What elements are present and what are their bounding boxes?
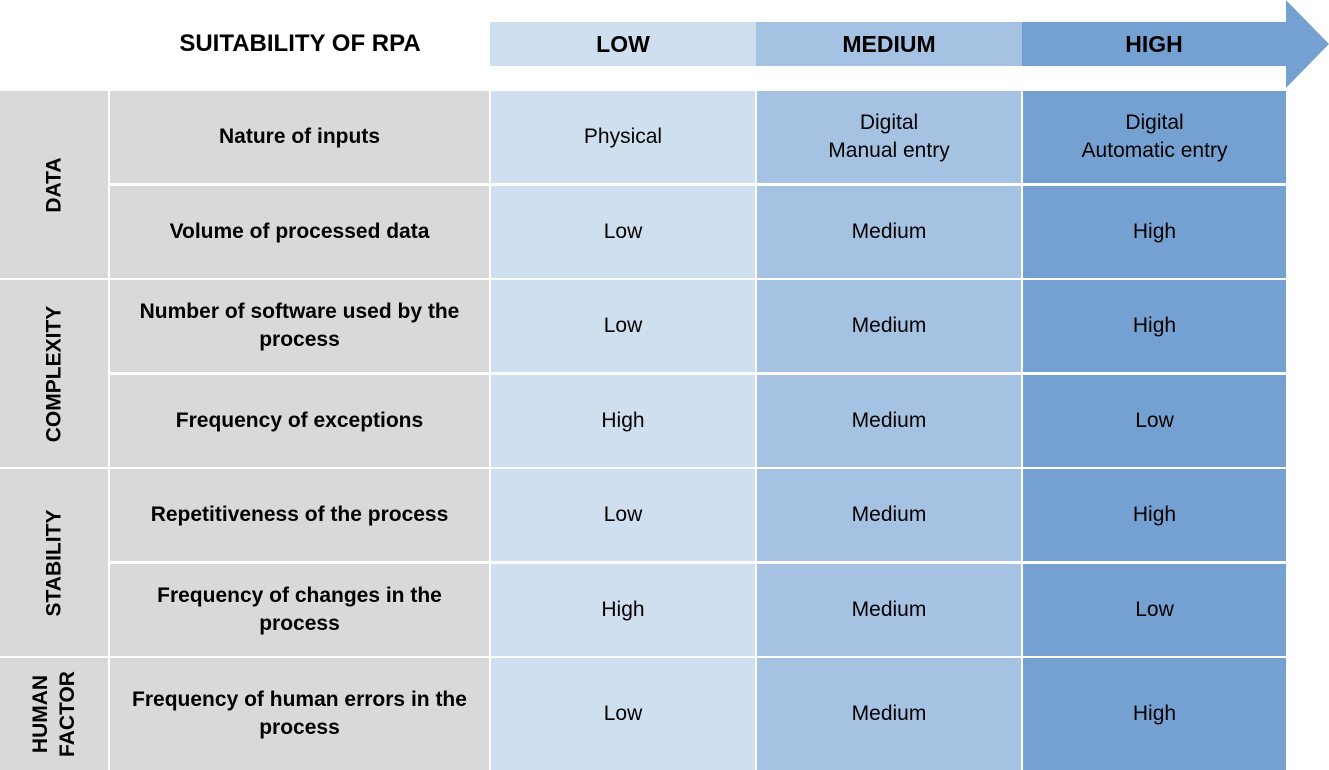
low-cell: Low bbox=[491, 658, 755, 770]
category-label: HUMAN FACTOR bbox=[29, 671, 79, 757]
medium-cell: Medium bbox=[757, 280, 1021, 372]
high-cell: High bbox=[1023, 658, 1286, 770]
level-label-low: LOW bbox=[596, 30, 650, 57]
category-human-factor: HUMAN FACTOR bbox=[0, 658, 108, 770]
level-label-medium: MEDIUM bbox=[842, 30, 936, 57]
suitability-arrow bbox=[490, 0, 1329, 88]
high-cell: High bbox=[1023, 280, 1286, 372]
high-cell: Low bbox=[1023, 564, 1286, 656]
medium-cell: Medium bbox=[757, 469, 1021, 561]
category-label: DATA bbox=[42, 156, 66, 213]
low-cell: Low bbox=[491, 186, 755, 278]
arrow-segment-medium bbox=[756, 22, 1022, 66]
category-complexity: COMPLEXITY bbox=[0, 280, 108, 467]
criterion-cell: Repetitiveness of the process bbox=[110, 469, 489, 561]
medium-cell: Medium bbox=[757, 658, 1021, 770]
category-label: COMPLEXITY bbox=[42, 305, 66, 442]
high-cell: High bbox=[1023, 186, 1286, 278]
low-cell: High bbox=[491, 564, 755, 656]
low-cell: Low bbox=[491, 469, 755, 561]
level-label-high: HIGH bbox=[1125, 30, 1183, 57]
high-cell: Low bbox=[1023, 375, 1286, 467]
medium-cell: Medium bbox=[757, 375, 1021, 467]
table-title: SUITABILITY OF RPA bbox=[179, 30, 421, 57]
medium-cell: Digital Manual entry bbox=[757, 91, 1021, 183]
low-cell: Physical bbox=[491, 91, 755, 183]
arrow-segment-low bbox=[490, 22, 756, 66]
arrow-segment-high bbox=[1022, 0, 1329, 88]
medium-cell: Medium bbox=[757, 186, 1021, 278]
criterion-cell: Frequency of exceptions bbox=[110, 375, 489, 467]
criterion-cell: Frequency of human errors in the process bbox=[110, 658, 489, 770]
medium-cell: Medium bbox=[757, 564, 1021, 656]
category-stability: STABILITY bbox=[0, 469, 108, 656]
criterion-cell: Number of software used by the process bbox=[110, 280, 489, 372]
criterion-cell: Volume of processed data bbox=[110, 186, 489, 278]
high-cell: Digital Automatic entry bbox=[1023, 91, 1286, 183]
category-label: STABILITY bbox=[42, 509, 66, 616]
low-cell: High bbox=[491, 375, 755, 467]
low-cell: Low bbox=[491, 280, 755, 372]
category-data: DATA bbox=[0, 91, 108, 278]
criterion-cell: Nature of inputs bbox=[110, 91, 489, 183]
criterion-cell: Frequency of changes in the process bbox=[110, 564, 489, 656]
high-cell: High bbox=[1023, 469, 1286, 561]
